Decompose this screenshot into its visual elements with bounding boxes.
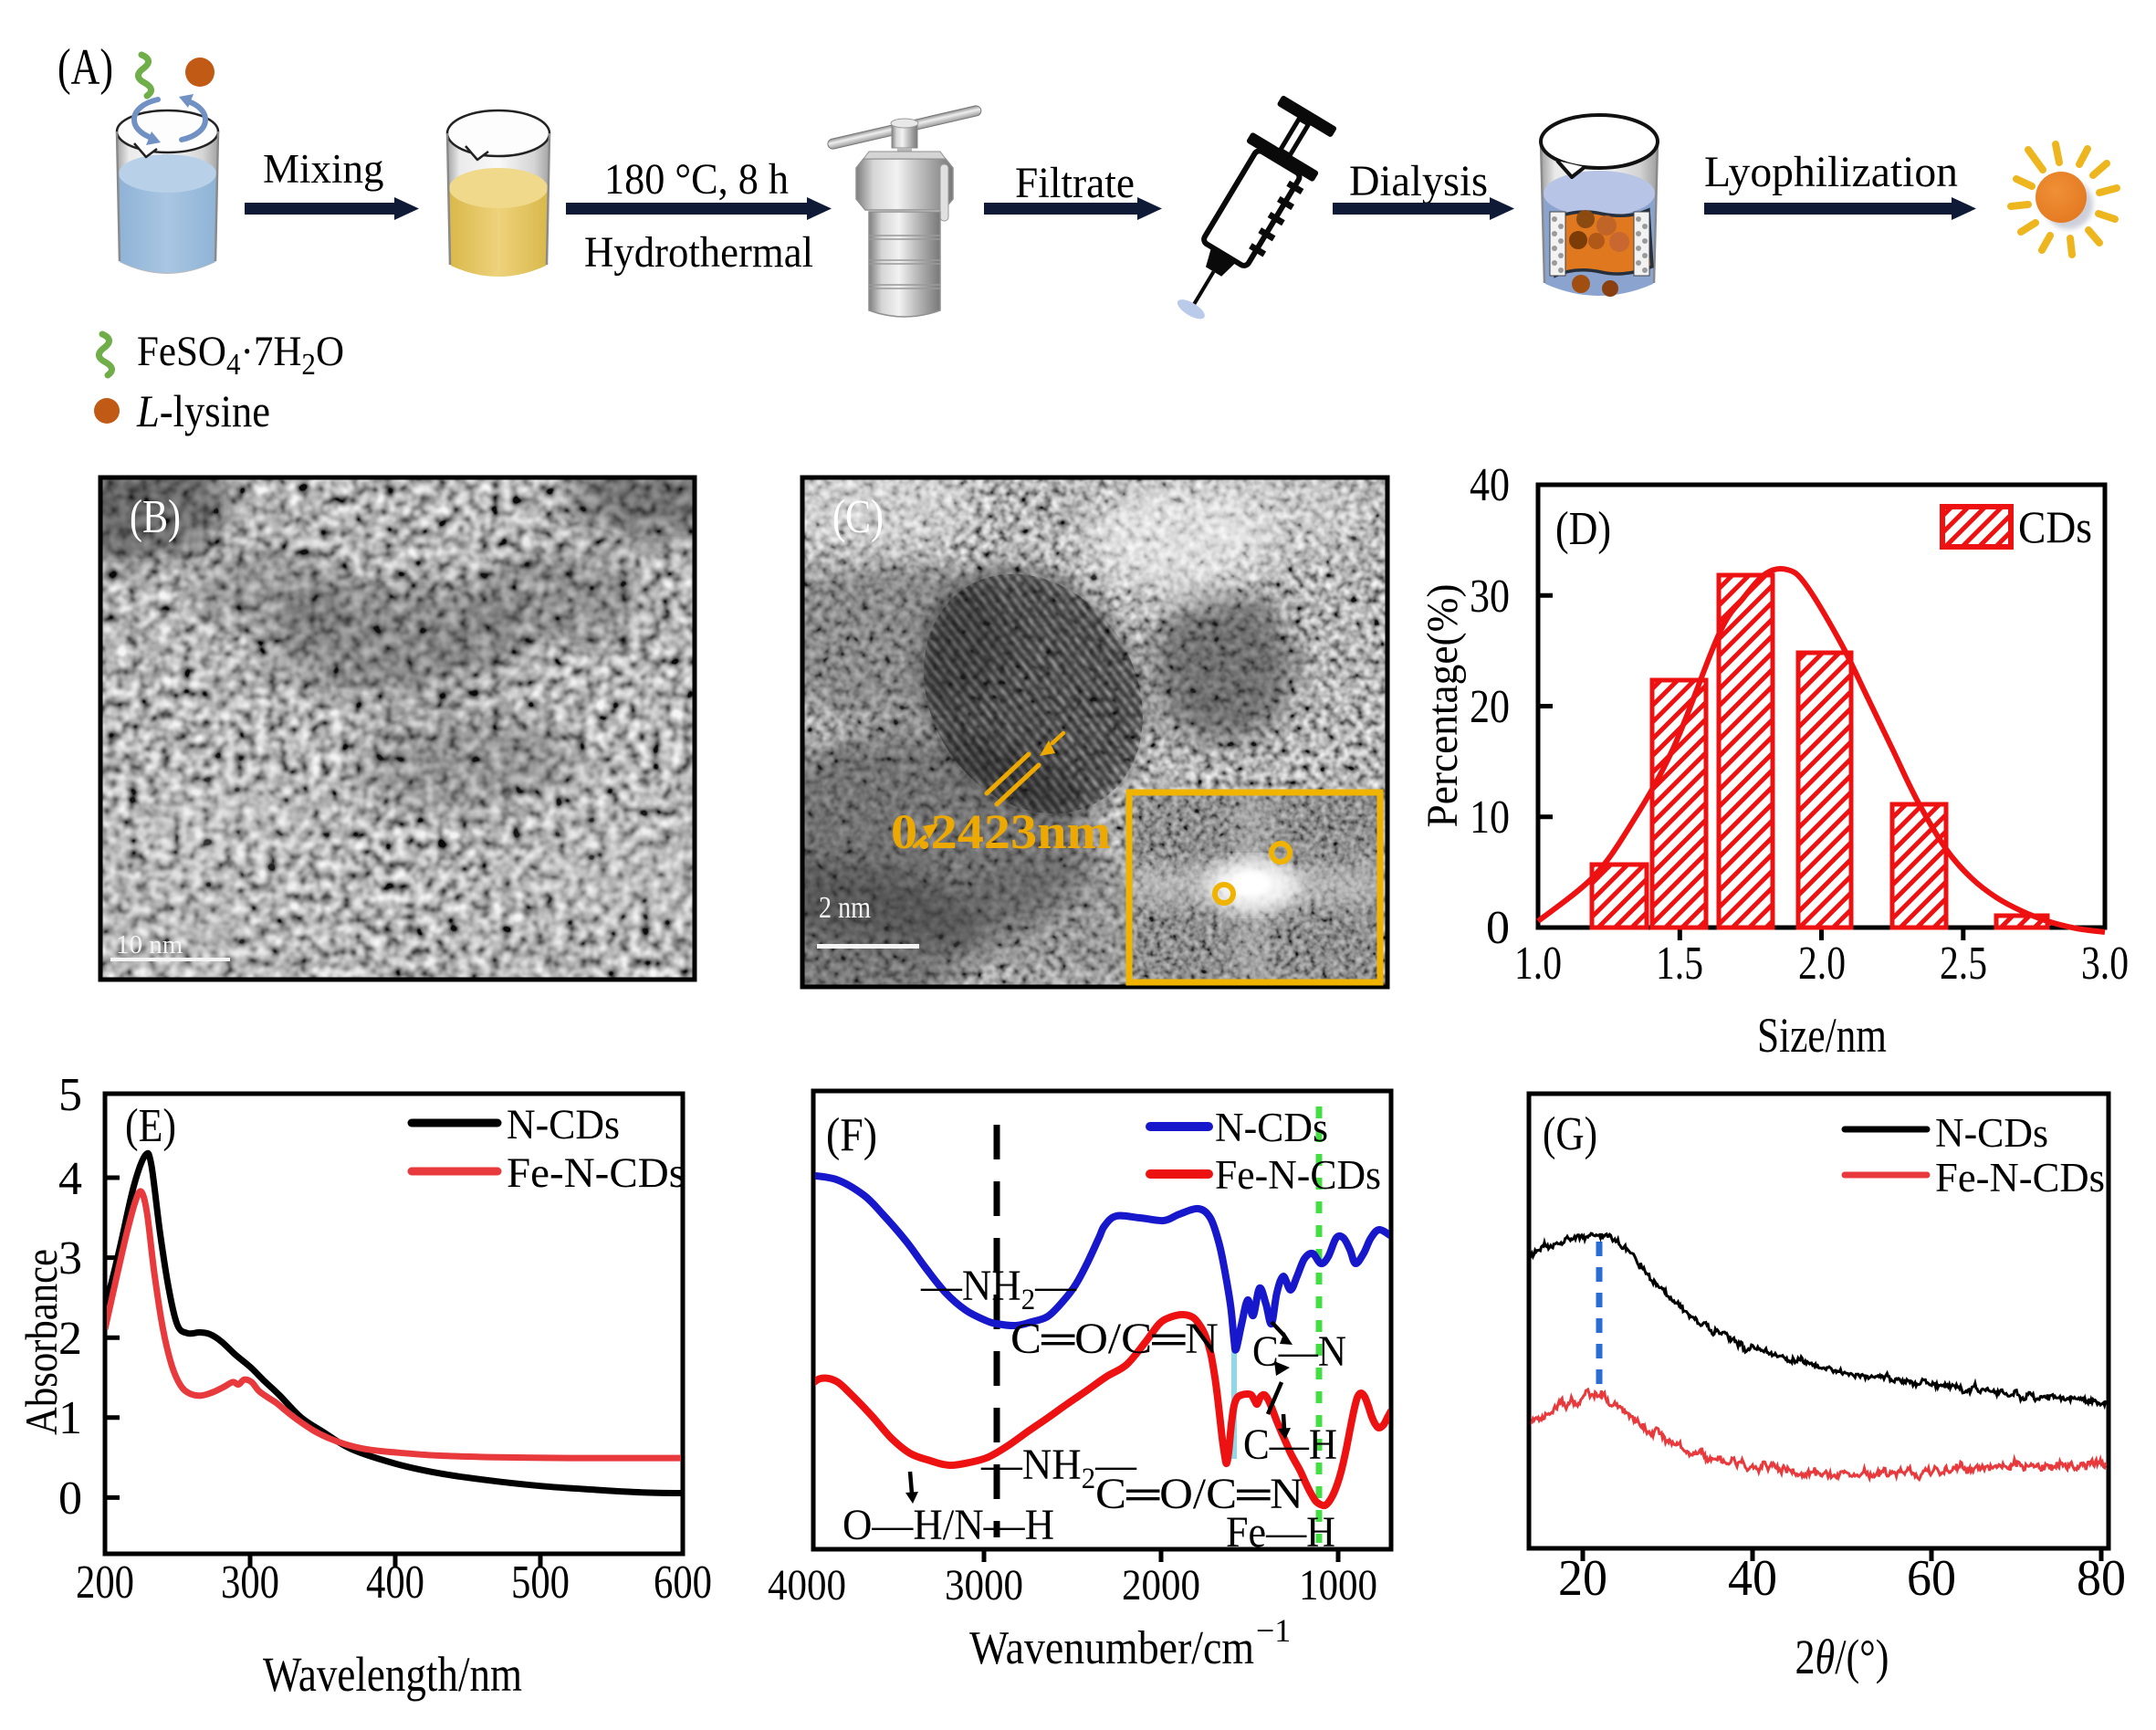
svg-text:5: 5 — [58, 1069, 82, 1121]
svg-text:Wavenumber/cm: Wavenumber/cm — [969, 1622, 1254, 1674]
svg-text:Size/nm: Size/nm — [1757, 1008, 1887, 1063]
svg-text:Wavelength/nm: Wavelength/nm — [263, 1647, 522, 1702]
svg-text:1.5: 1.5 — [1656, 938, 1703, 990]
svg-text:20: 20 — [1558, 1550, 1607, 1607]
svg-text:C═O/C═N: C═O/C═N — [1095, 1470, 1303, 1518]
svg-text:Filtrate: Filtrate — [1015, 159, 1135, 207]
svg-text:40: 40 — [1470, 459, 1510, 511]
svg-text:Mixing: Mixing — [263, 146, 384, 192]
svg-text:2 nm: 2 nm — [819, 891, 871, 925]
svg-text:O—H/N—H: O—H/N—H — [843, 1501, 1054, 1549]
svg-text:3.0: 3.0 — [2081, 938, 2129, 990]
svg-text:2: 2 — [58, 1313, 82, 1365]
svg-text:0: 0 — [1486, 902, 1510, 954]
svg-text:L-lysine: L-lysine — [136, 385, 270, 436]
svg-text:(G): (G) — [1543, 1108, 1597, 1160]
svg-text:500: 500 — [511, 1557, 570, 1609]
svg-text:−1: −1 — [1256, 1612, 1291, 1649]
svg-text:Percentage(%): Percentage(%) — [1418, 584, 1467, 828]
svg-text:Fe-N-CDs: Fe-N-CDs — [1215, 1152, 1381, 1198]
svg-text:3: 3 — [58, 1232, 82, 1284]
svg-text:2θ/(°): 2θ/(°) — [1795, 1630, 1889, 1684]
svg-text:(A): (A) — [58, 39, 113, 96]
svg-text:Fe-N-CDs: Fe-N-CDs — [1935, 1155, 2105, 1201]
svg-text:Hydrothermal: Hydrothermal — [584, 228, 813, 277]
svg-text:(F): (F) — [826, 1109, 877, 1161]
svg-text:N-CDs: N-CDs — [1935, 1110, 2048, 1156]
svg-text:(D): (D) — [1555, 503, 1611, 555]
svg-text:80: 80 — [2077, 1550, 2126, 1607]
svg-text:2.5: 2.5 — [1940, 938, 1987, 990]
svg-text:20: 20 — [1470, 681, 1510, 733]
svg-text:0.2423nm: 0.2423nm — [891, 804, 1111, 859]
svg-text:N-CDs: N-CDs — [1215, 1105, 1328, 1150]
svg-text:40: 40 — [1728, 1550, 1777, 1607]
svg-text:2000: 2000 — [1122, 1561, 1200, 1609]
svg-text:10: 10 — [1470, 792, 1510, 844]
svg-text:—NH2—: —NH2— — [980, 1441, 1137, 1495]
svg-text:180 °C, 8 h: 180 °C, 8 h — [604, 155, 789, 204]
svg-text:300: 300 — [221, 1557, 279, 1609]
svg-text:Fe—H: Fe—H — [1226, 1508, 1335, 1557]
svg-text:30: 30 — [1470, 571, 1510, 623]
svg-text:FeSO4·7H2O: FeSO4·7H2O — [137, 328, 344, 382]
svg-text:Dialysis: Dialysis — [1349, 157, 1488, 205]
svg-text:C—H: C—H — [1243, 1421, 1337, 1469]
svg-text:1000: 1000 — [1299, 1561, 1377, 1609]
svg-text:(B): (B) — [130, 491, 181, 543]
svg-text:60: 60 — [1907, 1550, 1956, 1607]
svg-text:0: 0 — [58, 1473, 82, 1525]
svg-text:10 nm: 10 nm — [116, 930, 183, 959]
svg-text:(E): (E) — [125, 1100, 176, 1152]
svg-text:400: 400 — [366, 1557, 424, 1609]
svg-text:C—N: C—N — [1252, 1327, 1346, 1376]
svg-text:CDs: CDs — [2018, 501, 2092, 552]
svg-text:2.0: 2.0 — [1798, 938, 1846, 990]
svg-text:N-CDs: N-CDs — [507, 1101, 620, 1148]
svg-text:—NH2—: —NH2— — [920, 1262, 1077, 1316]
svg-text:4000: 4000 — [768, 1561, 846, 1609]
svg-text:Fe-N-CDs: Fe-N-CDs — [507, 1149, 686, 1197]
svg-text:1: 1 — [58, 1392, 82, 1444]
svg-text:C═O/C═N: C═O/C═N — [1010, 1315, 1219, 1363]
svg-text:600: 600 — [654, 1557, 712, 1609]
svg-text:Absorbance: Absorbance — [16, 1249, 67, 1435]
svg-text:4: 4 — [58, 1153, 82, 1205]
svg-text:3000: 3000 — [945, 1561, 1023, 1609]
svg-text:(C): (C) — [832, 491, 884, 543]
svg-text:1.0: 1.0 — [1514, 938, 1562, 990]
svg-text:200: 200 — [76, 1557, 134, 1609]
svg-text:Lyophilization: Lyophilization — [1704, 148, 1958, 196]
